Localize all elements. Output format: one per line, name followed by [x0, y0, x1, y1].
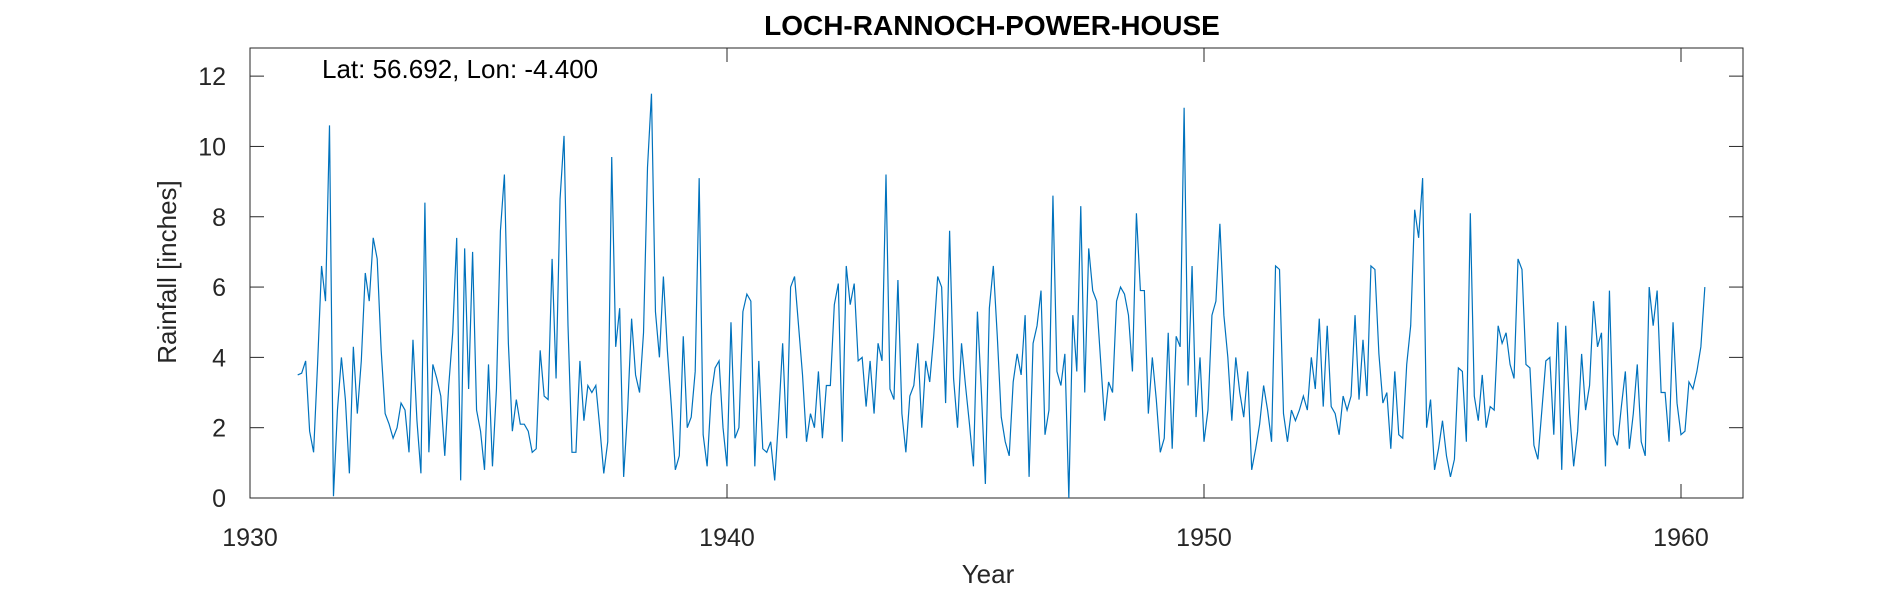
x-tick-label: 1960 — [1653, 524, 1709, 552]
x-tick-label: 1930 — [222, 524, 278, 552]
location-annotation: Lat: 56.692, Lon: -4.400 — [322, 54, 598, 84]
chart-title: LOCH-RANNOCH-POWER-HOUSE — [764, 10, 1220, 41]
y-tick-label: 0 — [212, 485, 226, 513]
y-tick-label: 6 — [212, 274, 226, 302]
y-tick-label: 8 — [212, 204, 226, 232]
x-tick-label: 1950 — [1176, 524, 1232, 552]
y-tick-label: 10 — [198, 133, 226, 161]
y-tick-label: 4 — [212, 344, 226, 372]
x-tick-label: 1940 — [699, 524, 755, 552]
axis-ticks — [249, 48, 1743, 499]
x-axis-label: Year — [962, 559, 1015, 589]
axis-tick-labels: 0 2 4 6 8 10 12 1930 1940 1950 1960 — [198, 63, 1709, 552]
y-tick-label: 2 — [212, 415, 226, 443]
y-axis-label: Rainfall [inches] — [152, 180, 182, 364]
rainfall-series-line — [297, 93, 1706, 499]
y-tick-label: 12 — [198, 63, 226, 91]
plot-frame — [249, 47, 1744, 499]
